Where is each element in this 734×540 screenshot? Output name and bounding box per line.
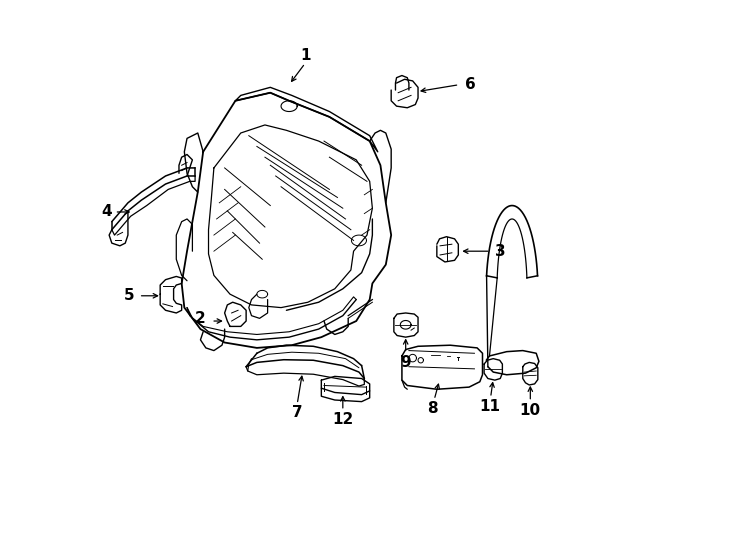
Text: 1: 1 <box>300 48 310 63</box>
Text: 10: 10 <box>520 403 541 418</box>
Text: 5: 5 <box>124 288 135 303</box>
Text: 4: 4 <box>101 205 112 219</box>
Text: 3: 3 <box>495 244 506 259</box>
Text: 9: 9 <box>400 355 411 370</box>
Text: 7: 7 <box>292 405 302 420</box>
Text: 2: 2 <box>195 311 206 326</box>
Text: 8: 8 <box>427 401 438 416</box>
Text: 12: 12 <box>333 412 354 427</box>
Text: 11: 11 <box>479 400 500 415</box>
Text: 6: 6 <box>465 77 476 92</box>
